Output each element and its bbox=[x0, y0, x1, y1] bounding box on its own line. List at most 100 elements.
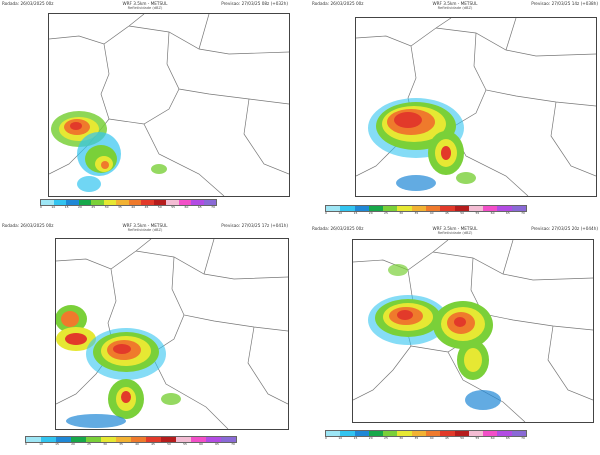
colorbar-tick: 45 bbox=[444, 211, 449, 215]
colorbar-tick: 30 bbox=[399, 436, 404, 440]
run-label: Rodada: 26/03/2025 00z bbox=[2, 1, 54, 6]
run-label: Rodada: 26/03/2025 00z bbox=[312, 226, 364, 231]
colorbar-tick: 55 bbox=[171, 205, 176, 209]
forecast-label: Previsao: 27/03/25 14z (+038h) bbox=[531, 1, 598, 6]
colorbar-tick: 50 bbox=[157, 205, 162, 209]
subtitle-label: Refletividade (dBZ) bbox=[437, 231, 473, 235]
run-label: Rodada: 26/03/2025 00z bbox=[2, 223, 54, 228]
colorbar-tick: 0 bbox=[25, 442, 27, 446]
colorbar-tick: 55 bbox=[475, 436, 480, 440]
colorbar-tick: 50 bbox=[460, 211, 465, 215]
forecast-label: Previsao: 27/03/25 08z (+032h) bbox=[221, 1, 288, 6]
colorbar-tick: 40 bbox=[429, 211, 434, 215]
subtitle-label: Refletividade (dBZ) bbox=[127, 6, 163, 10]
storm-cluster-2 bbox=[368, 98, 476, 191]
colorbar-tick: 50 bbox=[460, 436, 465, 440]
colorbar bbox=[40, 199, 217, 206]
colorbar-tick: 60 bbox=[490, 211, 495, 215]
colorbar-tick: 65 bbox=[505, 211, 510, 215]
colorbar-tick: 40 bbox=[135, 442, 139, 446]
colorbar-tick: 30 bbox=[104, 205, 109, 209]
storm-cluster-1 bbox=[51, 111, 167, 192]
colorbar-tick: 70 bbox=[521, 211, 525, 215]
colorbar-tick: 35 bbox=[414, 211, 419, 215]
map-panel-1: Rodada: 26/03/2025 00z WRF 3.5km - METSU… bbox=[0, 0, 290, 215]
colorbar-tick: 40 bbox=[429, 436, 434, 440]
colorbar-tick: 65 bbox=[197, 205, 202, 209]
colorbar-tick: 65 bbox=[505, 436, 510, 440]
colorbar-labels: 0 10 15 20 25 30 35 40 45 50 55 60 65 70 bbox=[40, 205, 215, 209]
colorbar-tick: 45 bbox=[444, 436, 449, 440]
colorbar-tick: 10 bbox=[51, 205, 56, 209]
map-panel-2: Rodada: 26/03/2025 00z WRF 3.5km - METSU… bbox=[310, 0, 600, 220]
colorbar-tick: 15 bbox=[55, 442, 59, 446]
colorbar-tick: 15 bbox=[353, 436, 358, 440]
model-label: WRF 3.5km - METSUL bbox=[122, 223, 168, 228]
storm-cluster-4 bbox=[368, 264, 501, 410]
storm-cluster-3 bbox=[56, 305, 181, 428]
forecast-label: Previsao: 27/03/25 17z (+041h) bbox=[221, 223, 288, 228]
panel-header: Rodada: 26/03/2025 00z WRF 3.5km - METSU… bbox=[0, 222, 290, 236]
panel-header: Rodada: 26/03/2025 00z WRF 3.5km - METSU… bbox=[0, 0, 290, 14]
colorbar-tick: 0 bbox=[40, 205, 42, 209]
colorbar-tick: 45 bbox=[144, 205, 149, 209]
colorbar-labels: 0 10 15 20 25 30 35 40 45 50 55 60 65 70 bbox=[325, 436, 525, 440]
colorbar-tick: 10 bbox=[39, 442, 43, 446]
colorbar-tick: 10 bbox=[338, 436, 343, 440]
subtitle-label: Refletividade (dBZ) bbox=[437, 6, 473, 10]
subtitle-label: Refletividade (dBZ) bbox=[127, 228, 163, 232]
colorbar-tick: 70 bbox=[521, 436, 525, 440]
colorbar bbox=[325, 205, 527, 212]
panel-header: Rodada: 26/03/2025 00z WRF 3.5km - METSU… bbox=[310, 0, 600, 14]
map-svg bbox=[353, 240, 593, 422]
map-svg bbox=[49, 14, 289, 196]
colorbar-labels: 0 10 15 20 25 30 35 40 45 50 55 60 65 70 bbox=[325, 211, 525, 215]
colorbar bbox=[325, 430, 527, 437]
colorbar-tick: 20 bbox=[368, 436, 373, 440]
colorbar-tick: 20 bbox=[78, 205, 82, 209]
map-svg bbox=[356, 18, 596, 196]
reflectivity-map bbox=[55, 238, 289, 430]
map-panel-3: Rodada: 26/03/2025 00z WRF 3.5km - METSU… bbox=[0, 222, 290, 455]
colorbar-tick: 20 bbox=[71, 442, 75, 446]
colorbar-tick: 60 bbox=[184, 205, 189, 209]
colorbar-tick: 35 bbox=[119, 442, 123, 446]
colorbar-tick: 30 bbox=[399, 211, 404, 215]
model-label: WRF 3.5km - METSUL bbox=[432, 1, 478, 6]
colorbar-tick: 25 bbox=[87, 442, 91, 446]
colorbar-tick: 25 bbox=[91, 205, 96, 209]
colorbar-tick: 55 bbox=[183, 442, 187, 446]
colorbar-tick: 25 bbox=[384, 211, 388, 215]
colorbar-tick: 30 bbox=[103, 442, 107, 446]
colorbar-tick: 65 bbox=[215, 442, 219, 446]
model-label: WRF 3.5km - METSUL bbox=[122, 1, 168, 6]
colorbar-tick: 70 bbox=[231, 442, 235, 446]
colorbar-tick: 70 bbox=[211, 205, 215, 209]
colorbar-tick: 60 bbox=[490, 436, 495, 440]
colorbar-tick: 55 bbox=[475, 211, 480, 215]
reflectivity-map bbox=[48, 13, 290, 197]
colorbar-tick: 15 bbox=[353, 211, 358, 215]
colorbar-tick: 0 bbox=[325, 436, 327, 440]
colorbar-tick: 60 bbox=[199, 442, 203, 446]
colorbar-labels: 0 10 15 20 25 30 35 40 45 50 55 60 65 70 bbox=[25, 442, 235, 446]
colorbar-tick: 45 bbox=[151, 442, 155, 446]
colorbar-tick: 40 bbox=[131, 205, 136, 209]
reflectivity-map bbox=[355, 17, 597, 197]
forecast-label: Previsao: 27/03/25 20z (+044h) bbox=[531, 226, 598, 231]
colorbar-tick: 50 bbox=[167, 442, 171, 446]
colorbar-tick: 0 bbox=[325, 211, 327, 215]
colorbar-tick: 15 bbox=[64, 205, 69, 209]
colorbar-tick: 35 bbox=[117, 205, 122, 209]
colorbar-tick: 20 bbox=[368, 211, 373, 215]
panel-header: Rodada: 26/03/2025 00z WRF 3.5km - METSU… bbox=[310, 225, 600, 239]
run-label: Rodada: 26/03/2025 00z bbox=[312, 1, 364, 6]
colorbar-tick: 35 bbox=[414, 436, 419, 440]
colorbar-tick: 25 bbox=[384, 436, 388, 440]
reflectivity-map bbox=[352, 239, 594, 423]
colorbar-tick: 10 bbox=[338, 211, 343, 215]
map-panel-4: Rodada: 26/03/2025 00z WRF 3.5km - METSU… bbox=[310, 225, 600, 455]
colorbar bbox=[25, 436, 237, 443]
map-svg bbox=[56, 239, 288, 429]
model-label: WRF 3.5km - METSUL bbox=[432, 226, 478, 231]
